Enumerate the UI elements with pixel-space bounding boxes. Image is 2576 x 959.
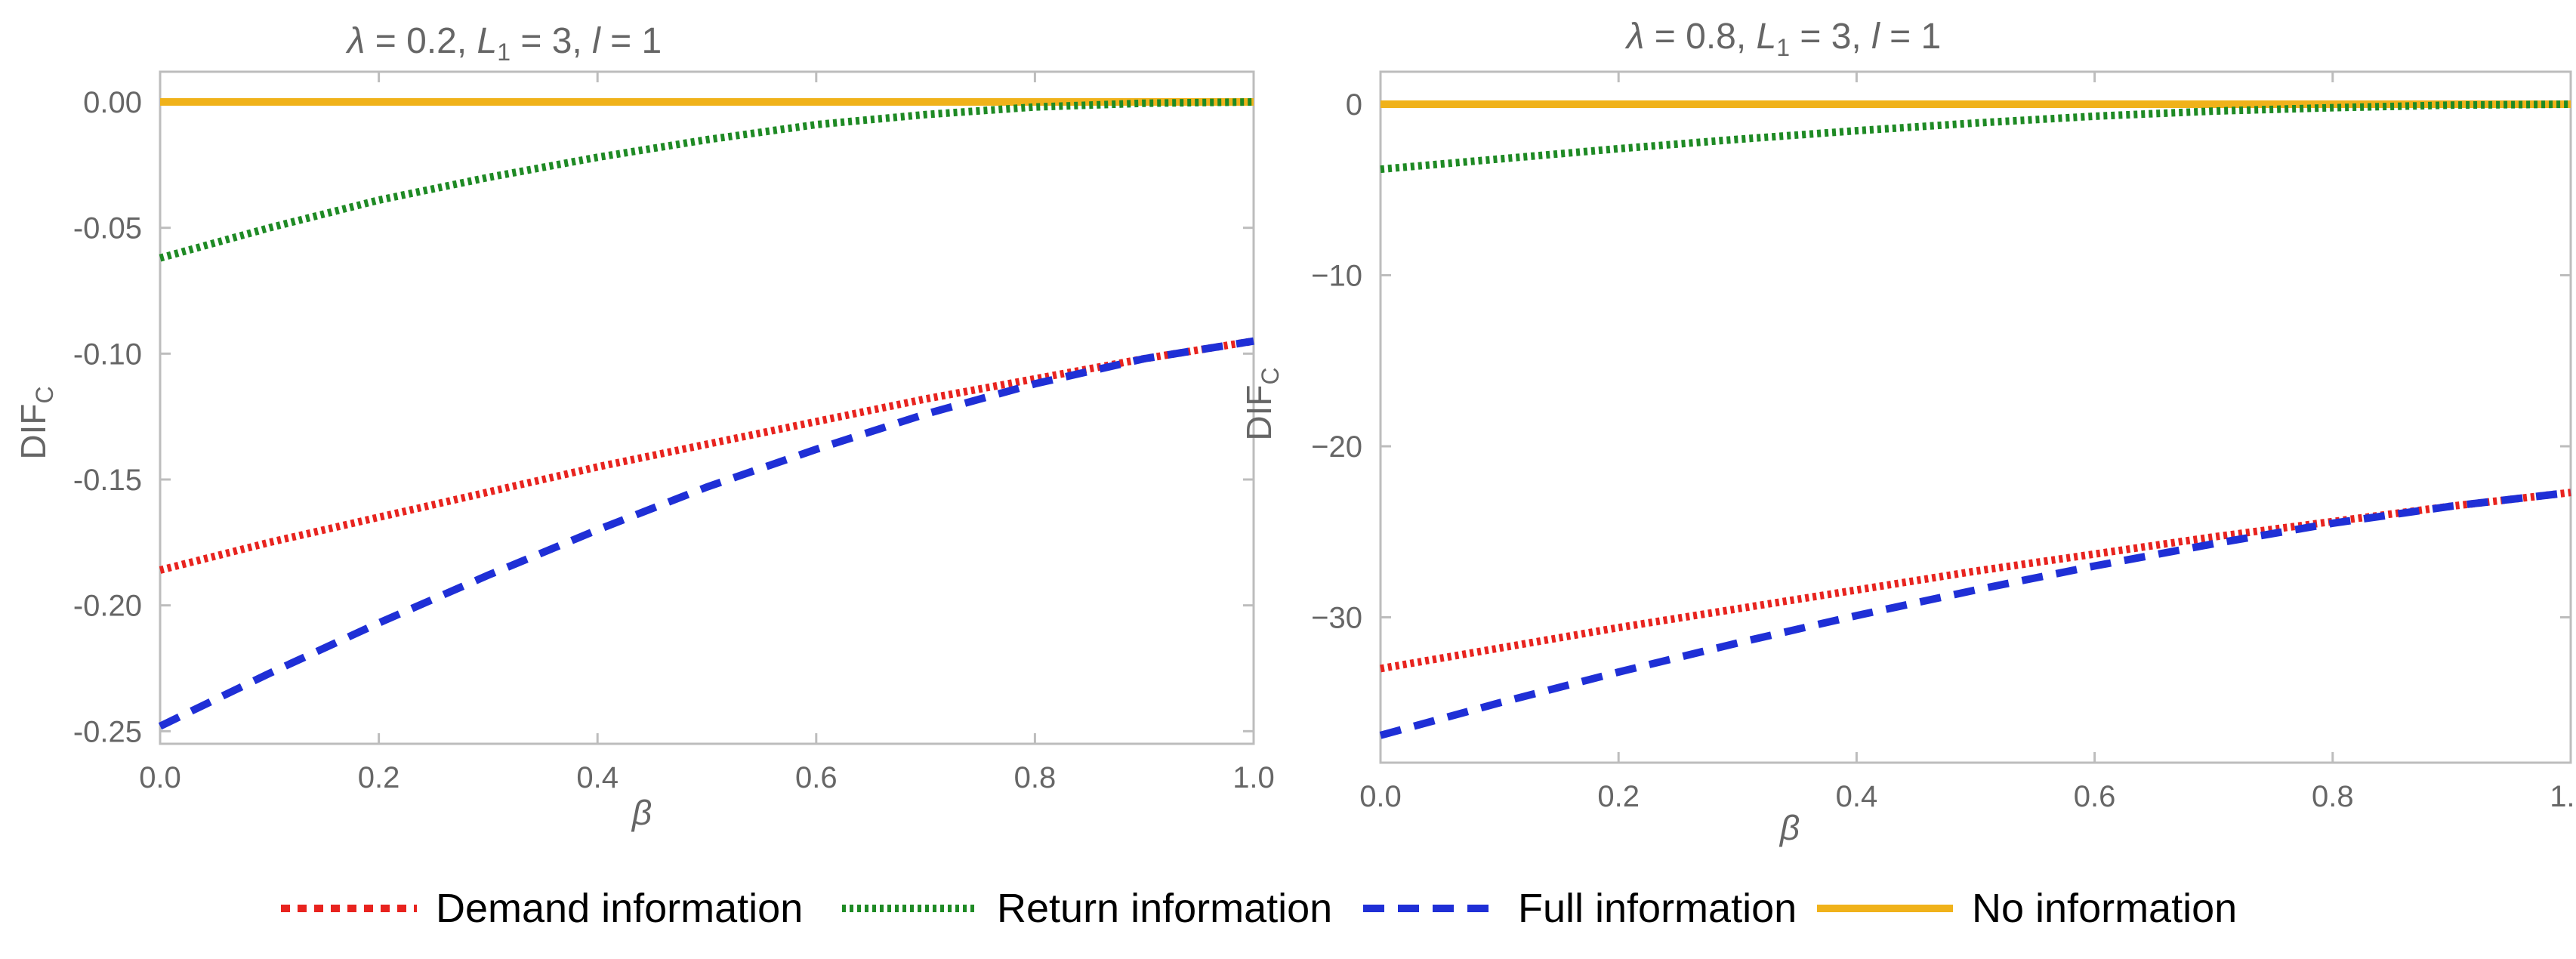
chart-left-xtick-label: 0.0 [139,761,181,794]
chart-left-xtick-label: 0.8 [1014,761,1057,794]
chart-right-ytick-label: −10 [1311,260,1362,293]
chart-left-ytick-label: -0.25 [73,715,142,748]
chart-right-xtick-label: 1.0 [2550,780,2576,813]
chart-left-xtick-label: 1.0 [1232,761,1275,794]
chart-left-ytick-label: 0.00 [83,86,142,119]
chart-right-ytick-label: 0 [1346,88,1362,122]
chart-right-xtick-label: 0.6 [2074,780,2116,813]
legend-label-return: Return information [997,886,1333,931]
chart-right-ytick-label: −20 [1311,430,1362,464]
chart-right-series-demand [1380,489,2571,673]
chart-left-xlabel: β [631,793,652,832]
chart-right-xtick-label: 0.2 [1597,780,1640,813]
legend-label-none: No information [1972,886,2238,931]
chart-left-ytick-label: -0.05 [73,212,142,245]
chart-left-series-full [158,337,1254,730]
chart-left-ytick-label: -0.10 [73,338,142,371]
legend-label-demand: Demand information [436,886,804,931]
chart-left-xtick-label: 0.4 [576,761,619,794]
chart-right-xlabel: β [1779,808,1800,847]
chart-left-series-demand [159,337,1254,574]
legend-swatch-none [1817,905,1953,912]
chart-right-series-return [1380,100,2571,174]
legend-swatch-return [842,905,978,912]
chart-left-series-return [159,98,1254,262]
legend-swatch-demand [281,905,417,912]
legend-swatch-full [1363,905,1499,912]
chart-right-frame [1379,70,2572,764]
chart-left-xtick-label: 0.2 [358,761,400,794]
chart-right-xtick-label: 0.4 [1836,780,1878,813]
legend: Demand information Return information Fu… [0,876,2576,944]
chart-right-xtick-label: 0.0 [1359,780,1402,813]
chart-left-frame [159,70,1255,745]
legend-label-full: Full information [1518,886,1797,931]
chart-right: λ = 0.8, L1 = 3, l = 1 DIFC β 0.0 0.2 0.4 0… [1239,17,2576,847]
chart-left-title: λ = 0.2, L1 = 3, l = 1 [345,21,662,66]
chart-left: λ = 0.2, L1 = 3, l = 1 DIFC β 0.0 0.2 0.4 0… [14,21,1275,832]
chart-right-ytick-label: −30 [1311,601,1362,634]
chart-left-ylabel: DIFC [14,386,58,459]
chart-right-title: λ = 0.8, L1 = 3, l = 1 [1624,17,1941,61]
chart-left-xtick-label: 0.6 [795,761,838,794]
chart-left-ytick-label: -0.15 [73,464,142,497]
chart-right-ylabel: DIFC [1239,367,1284,440]
chart-left-ytick-label: -0.20 [73,590,142,623]
chart-right-series-full [1379,489,2571,739]
chart-right-xtick-label: 0.8 [2312,780,2354,813]
